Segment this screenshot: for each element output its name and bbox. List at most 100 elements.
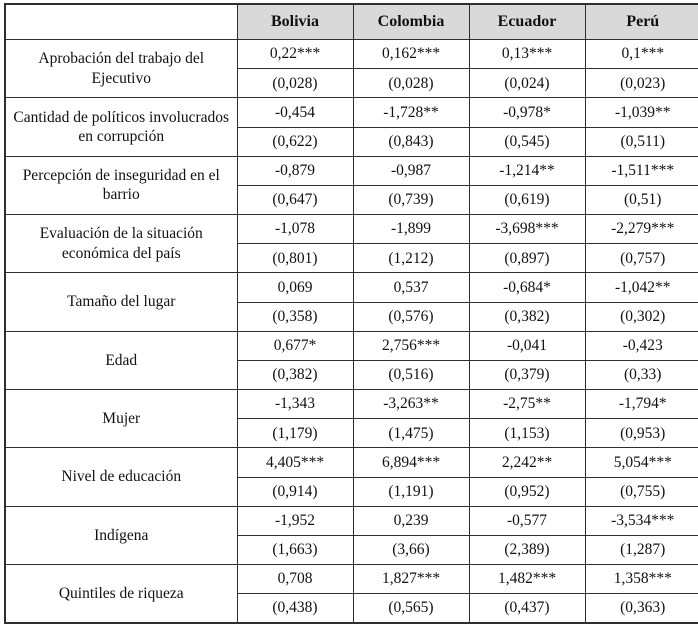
std-error-row: (0,438) (0,565) (0,437) (0,363) xyxy=(5,593,698,624)
coefficient-row: Percepción de inseguridad en el barrio -0… xyxy=(4,155,698,216)
coefficient-cell: -3,263** xyxy=(352,389,470,420)
coefficient-cell: -0,454 xyxy=(236,97,354,128)
std-error-cell: (0,382) xyxy=(236,359,354,391)
coefficient-cell: 5,054*** xyxy=(584,447,698,478)
coefficient-cell: -0,684* xyxy=(468,272,586,303)
row-label: Cantidad de políticos involucrados en co… xyxy=(4,97,238,157)
coefficient-cell: -1,042** xyxy=(584,272,698,303)
std-error-cell: (0,51) xyxy=(584,184,698,216)
std-error-cell: (2,389) xyxy=(468,534,586,566)
std-error-cell: (0,801) xyxy=(236,243,354,274)
coefficient-row: Aprobación del trabajo del Ejecutivo 0,22… xyxy=(4,38,698,99)
row-label: Tamaño del lugar xyxy=(4,272,238,332)
row-label: Quintiles de riqueza xyxy=(4,564,238,624)
std-error-cell: (0,619) xyxy=(468,184,586,216)
coefficient-cell: 0,069 xyxy=(236,272,354,303)
std-error-cell: (0,438) xyxy=(236,593,354,624)
coefficient-cell: 0,162*** xyxy=(352,38,470,70)
coefficient-row: Tamaño del lugar 0,069 0,537 -0,684* -1,042*… xyxy=(4,272,698,332)
std-error-cell: (1,663) xyxy=(236,534,354,566)
coefficient-row: Mujer -1,343 -3,263** -2,75** -1,794* xyxy=(4,389,698,449)
coefficient-cell: -1,728** xyxy=(352,97,470,128)
coefficient-cell: -1,343 xyxy=(236,389,354,420)
std-error-cell: (0,897) xyxy=(468,243,586,274)
std-error-cell: (0,437) xyxy=(468,593,586,624)
std-error-row: (0,914) (1,191) (0,952) (0,755) xyxy=(5,476,698,507)
coefficient-row: Cantidad de políticos involucrados en co… xyxy=(4,97,698,157)
coefficient-cell: 4,405*** xyxy=(236,447,354,478)
coefficient-cell: -1,039** xyxy=(584,97,698,128)
header-row: Bolivia Colombia Ecuador Perú xyxy=(4,3,698,40)
table-body: Aprobación del trabajo del Ejecutivo 0,22… xyxy=(4,38,698,624)
row-label: Evaluación de la situación económica del… xyxy=(4,214,238,274)
header-colombia: Colombia xyxy=(352,3,470,40)
row-label: Percepción de inseguridad en el barrio xyxy=(4,155,238,216)
coefficient-row: Nivel de educación 4,405*** 6,894*** 2,242*… xyxy=(4,447,698,507)
std-error-cell: (0,843) xyxy=(352,126,470,157)
std-error-cell: (0,028) xyxy=(236,68,354,99)
coefficient-row: Edad 0,677* 2,756*** -0,041 -0,423 xyxy=(4,330,698,391)
std-error-cell: (1,191) xyxy=(352,476,470,507)
std-error-cell: (0,358) xyxy=(236,301,354,332)
std-error-cell: (1,179) xyxy=(236,418,354,449)
header-ecuador: Ecuador xyxy=(468,3,586,40)
coefficient-cell: -0,041 xyxy=(468,330,586,361)
std-error-cell: (1,475) xyxy=(352,418,470,449)
std-error-cell: (1,153) xyxy=(468,418,586,449)
std-error-row: (1,663) (3,66) (2,389) (1,287) xyxy=(5,534,698,566)
std-error-row: (0,358) (0,576) (0,382) (0,302) xyxy=(5,301,698,332)
row-label: Mujer xyxy=(4,389,238,449)
header-bolivia: Bolivia xyxy=(236,3,354,40)
std-error-cell: (0,545) xyxy=(468,126,586,157)
std-error-cell: (0,024) xyxy=(468,68,586,99)
coefficient-cell: -0,987 xyxy=(352,155,470,186)
coefficient-cell: -2,75** xyxy=(468,389,586,420)
std-error-cell: (0,952) xyxy=(468,476,586,507)
std-error-cell: (0,739) xyxy=(352,184,470,216)
coefficient-cell: 0,13*** xyxy=(468,38,586,70)
std-error-cell: (0,379) xyxy=(468,359,586,391)
coefficient-cell: 2,242** xyxy=(468,447,586,478)
coefficient-cell: 2,756*** xyxy=(352,330,470,361)
coefficient-cell: 0,537 xyxy=(352,272,470,303)
coefficient-cell: 0,1*** xyxy=(584,38,698,70)
coefficient-cell: 0,239 xyxy=(352,505,470,536)
std-error-cell: (0,914) xyxy=(236,476,354,507)
coefficient-cell: -0,879 xyxy=(236,155,354,186)
std-error-cell: (0,516) xyxy=(352,359,470,391)
regression-table: Bolivia Colombia Ecuador Perú Aprobación… xyxy=(4,3,698,624)
row-label: Indígena xyxy=(4,505,238,566)
coefficient-cell: -0,577 xyxy=(468,505,586,536)
table-header: Bolivia Colombia Ecuador Perú xyxy=(4,3,698,40)
std-error-cell: (0,953) xyxy=(584,418,698,449)
coefficient-row: Indígena -1,952 0,239 -0,577 -3,534*** xyxy=(4,505,698,566)
std-error-cell: (0,755) xyxy=(584,476,698,507)
coefficient-cell: 0,708 xyxy=(236,564,354,595)
header-peru: Perú xyxy=(584,3,698,40)
coefficient-cell: -1,952 xyxy=(236,505,354,536)
coefficient-cell: -1,511*** xyxy=(584,155,698,186)
coefficient-cell: -0,423 xyxy=(584,330,698,361)
std-error-row: (0,028) (0,028) (0,024) (0,023) xyxy=(5,68,698,99)
std-error-cell: (0,511) xyxy=(584,126,698,157)
std-error-cell: (0,647) xyxy=(236,184,354,216)
coefficient-cell: 0,22*** xyxy=(236,38,354,70)
std-error-cell: (3,66) xyxy=(352,534,470,566)
coefficient-cell: 0,677* xyxy=(236,330,354,361)
coefficient-cell: -2,279*** xyxy=(584,214,698,245)
coefficient-cell: -1,899 xyxy=(352,214,470,245)
coefficient-cell: 1,358*** xyxy=(584,564,698,595)
std-error-cell: (0,576) xyxy=(352,301,470,332)
coefficient-cell: -1,214** xyxy=(468,155,586,186)
coefficient-cell: -1,794* xyxy=(584,389,698,420)
coefficient-cell: 1,482*** xyxy=(468,564,586,595)
coefficient-cell: -0,978* xyxy=(468,97,586,128)
std-error-row: (0,801) (1,212) (0,897) (0,757) xyxy=(5,243,698,274)
std-error-row: (1,179) (1,475) (1,153) (0,953) xyxy=(5,418,698,449)
coefficient-row: Evaluación de la situación económica del… xyxy=(4,214,698,274)
std-error-cell: (0,565) xyxy=(352,593,470,624)
std-error-cell: (0,757) xyxy=(584,243,698,274)
std-error-cell: (0,363) xyxy=(584,593,698,624)
coefficient-cell: -3,698*** xyxy=(468,214,586,245)
